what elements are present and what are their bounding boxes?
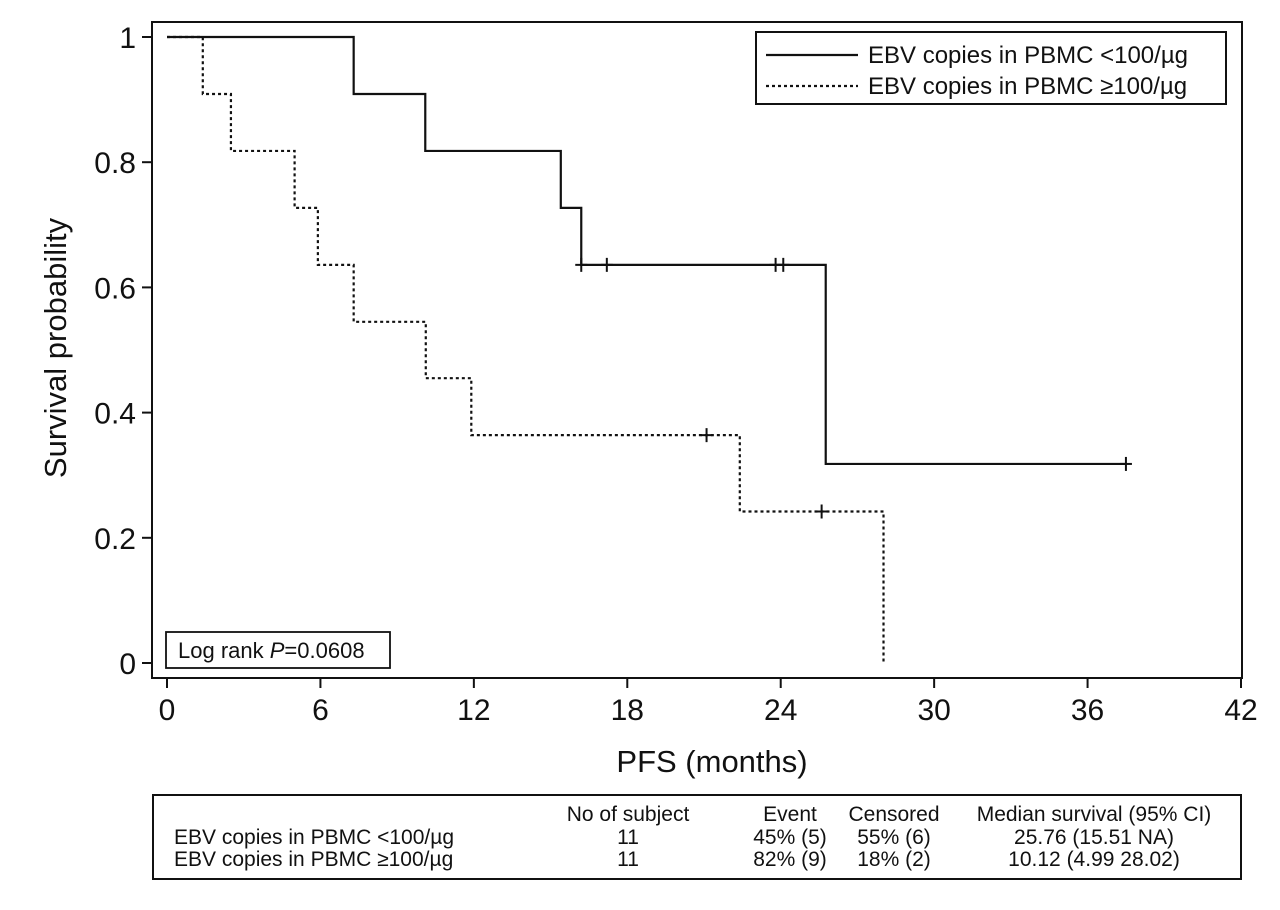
row-subjects-low: 11 (617, 826, 639, 849)
x-tick-label: 30 (917, 694, 950, 727)
legend-box: EBV copies in PBMC <100/µg EBV copies in… (755, 31, 1227, 105)
legend-frame (755, 31, 1227, 105)
x-tick-label: 18 (611, 694, 644, 727)
censor-mark-2 (700, 428, 713, 443)
header-censored: Censored (848, 803, 940, 826)
y-tick-label: 0.8 (94, 147, 136, 180)
x-tick-label: 6 (312, 694, 329, 727)
censor-mark-2 (815, 504, 828, 519)
header-subjects: No of subject (566, 803, 690, 826)
logrank-prefix: Log rank (178, 638, 270, 663)
row-censored-high: 18% (2) (857, 848, 931, 871)
x-tick-label: 0 (159, 694, 176, 727)
row-median-low: 25.76 (15.51 NA) (1014, 826, 1174, 849)
row-subjects-high: 11 (617, 848, 639, 871)
censor-mark-1 (600, 257, 613, 272)
y-axis-title: Survival probability (38, 217, 73, 478)
summary-table: No of subject Event Censored Median surv… (152, 794, 1242, 880)
series-line-1 (167, 35, 1126, 466)
header-event: Event (763, 803, 817, 826)
x-tick-label: 24 (764, 694, 797, 727)
row-label-low: EBV copies in PBMC <100/µg (174, 826, 454, 849)
km-chart: 0 6 12 18 24 30 36 42 0 0.2 0.4 0.6 0.8 1 EBV copies … (38, 21, 1258, 779)
logrank-p: P (270, 638, 285, 663)
row-label-high: EBV copies in PBMC ≥100/µg (174, 848, 454, 871)
x-tick-label: 36 (1071, 694, 1104, 727)
row-censored-low: 55% (6) (857, 826, 931, 849)
x-tick-label: 12 (457, 694, 490, 727)
y-tick-label: 0.4 (94, 398, 136, 431)
header-median: Median survival (95% CI) (976, 803, 1212, 826)
y-tick-label: 0.2 (94, 523, 136, 556)
row-median-high: 10.12 (4.99 28.02) (1008, 848, 1180, 871)
row-event-low: 45% (5) (753, 826, 827, 849)
logrank-annotation: Log rank P=0.0608 (165, 631, 391, 669)
censor-mark-1 (1119, 456, 1132, 471)
censor-mark-1 (777, 257, 790, 272)
logrank-text: Log rank P=0.0608 (178, 638, 365, 663)
x-tick-label: 42 (1224, 694, 1257, 727)
legend-label-high: EBV copies in PBMC ≥100/µg (868, 73, 1187, 100)
y-tick-label: 0 (119, 648, 136, 681)
legend-label-low: EBV copies in PBMC <100/µg (868, 42, 1188, 69)
series-line-2 (167, 35, 885, 663)
logrank-frame (165, 631, 391, 669)
row-event-high: 82% (9) (753, 848, 827, 871)
logrank-value: =0.0608 (284, 638, 364, 663)
plot-area (151, 21, 1243, 679)
y-tick-label: 0.6 (94, 272, 136, 305)
x-axis-title: PFS (months) (616, 744, 807, 779)
y-tick-label: 1 (119, 22, 136, 55)
censor-mark-1 (575, 257, 588, 272)
